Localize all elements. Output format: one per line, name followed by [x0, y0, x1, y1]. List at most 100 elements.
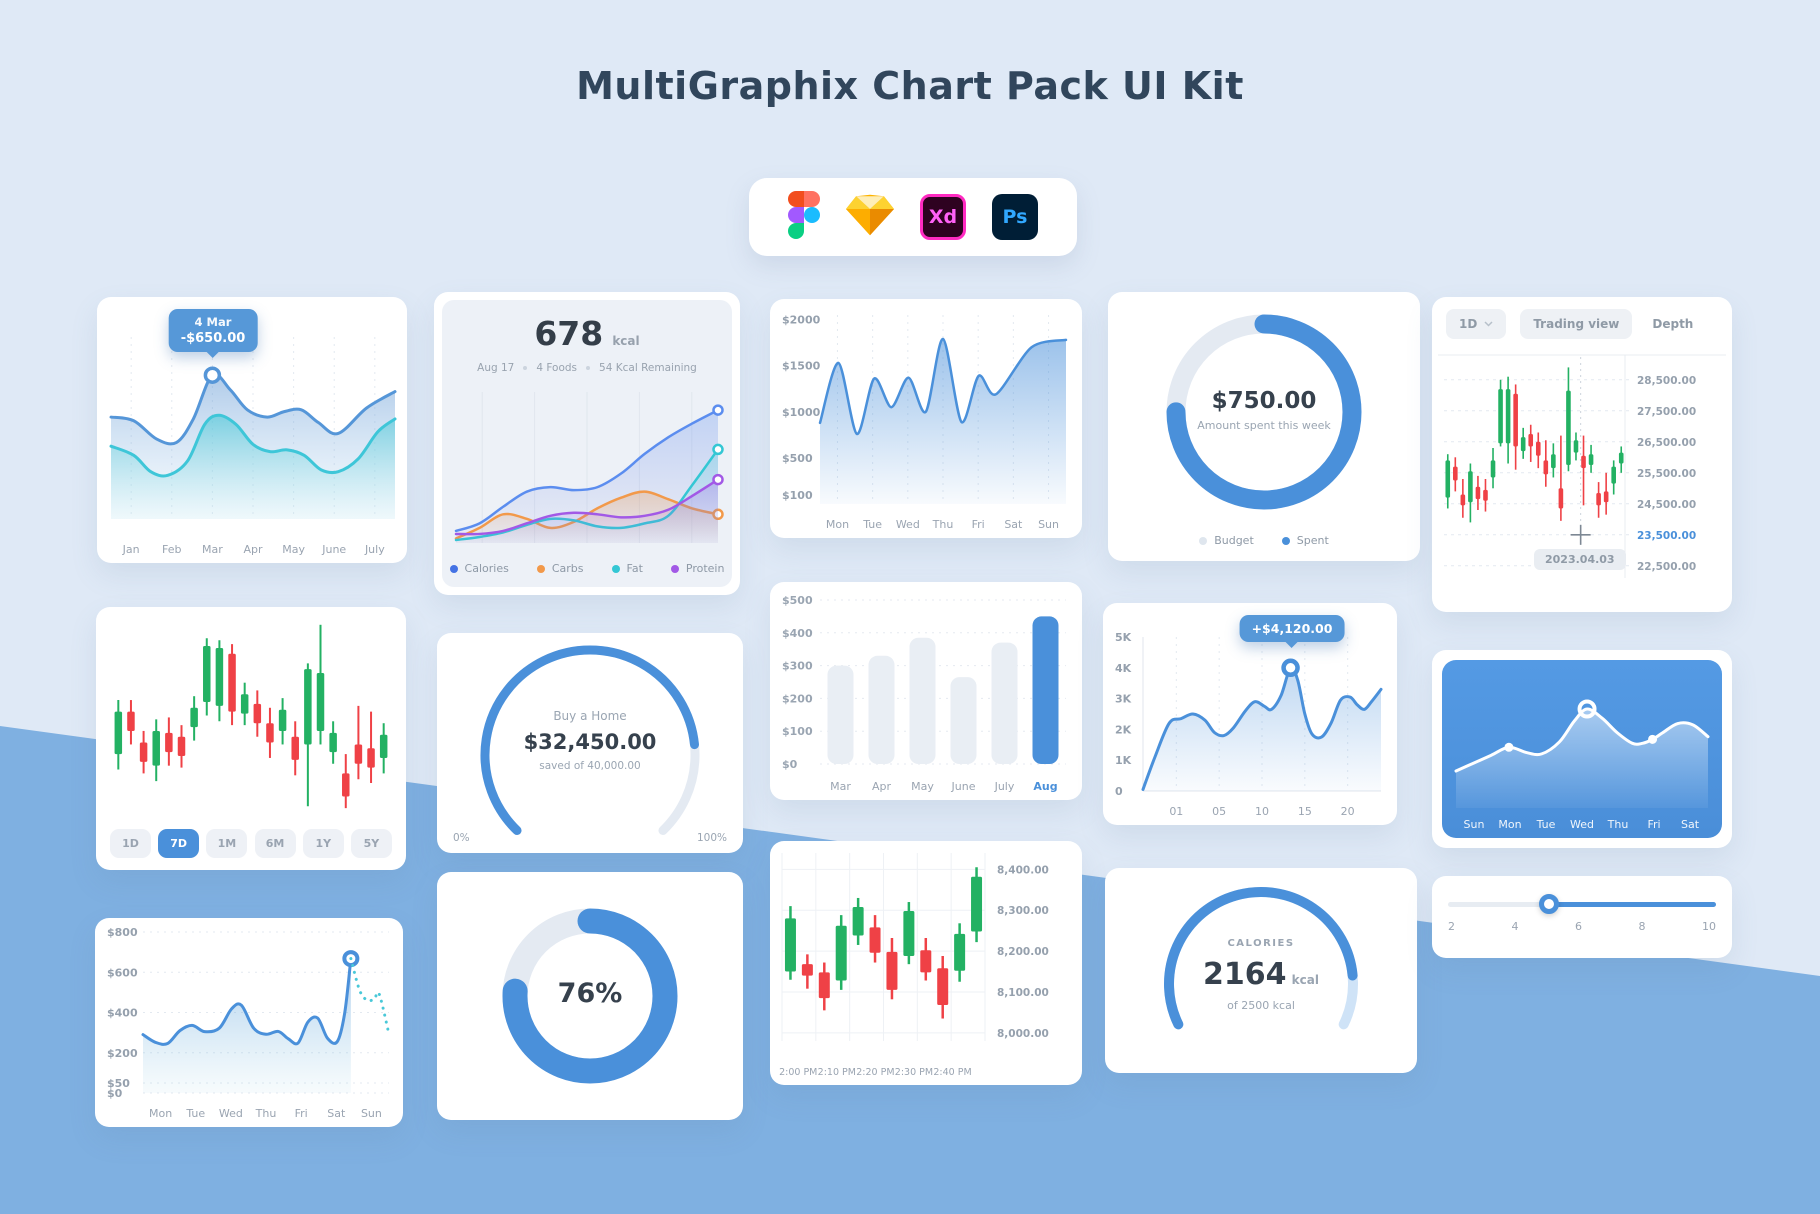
svg-text:15: 15	[1298, 805, 1312, 818]
timeframe-dropdown[interactable]: 1D	[1446, 309, 1507, 339]
sketch-icon	[846, 194, 894, 240]
svg-text:8,400.00: 8,400.00	[997, 864, 1049, 876]
svg-text:Tue: Tue	[1536, 818, 1556, 831]
svg-text:2:30 PM: 2:30 PM	[895, 1067, 933, 1078]
tab-depth[interactable]: Depth	[1646, 316, 1699, 332]
monthly-bar-chart: $500 $400 $300 $200 $100 $0 Mar Apr May June July A…	[770, 582, 1082, 800]
svg-text:$200: $200	[782, 692, 813, 705]
spending-forecast-chart: $800 $600 $400 $200 $50 $0 Mon Tue Wed Thu Fri Sat S…	[95, 918, 403, 1127]
svg-text:Thu: Thu	[1607, 818, 1629, 831]
svg-text:Jan: Jan	[122, 543, 140, 556]
activity-wave-chart: Sun Mon Tue Wed Thu Fri Sat	[1442, 660, 1722, 838]
svg-text:25,500.00: 25,500.00	[1637, 468, 1696, 480]
legend-dot	[449, 564, 458, 573]
gauge-min-label: 0%	[453, 832, 470, 844]
svg-text:Sat: Sat	[327, 1107, 346, 1120]
slider-labels: 2 4 6 8 10	[1448, 920, 1716, 933]
stock-candlestick-chart	[96, 607, 406, 818]
svg-text:$1000: $1000	[782, 406, 821, 419]
svg-text:8,200.00: 8,200.00	[997, 946, 1049, 958]
gauge-max-label: 100%	[696, 832, 727, 844]
svg-text:Apr: Apr	[243, 543, 263, 556]
card-intraday-candles: 8,400.00 8,300.00 8,200.00 8,100.00 8,000.00…	[770, 841, 1082, 1085]
svg-text:4K: 4K	[1115, 662, 1132, 675]
tooltip-date: 4 Mar	[194, 315, 232, 329]
calories-panel: 678 kcal Aug 17 4 Foods 54 Kcal Remainin…	[442, 300, 732, 587]
svg-text:Fri: Fri	[972, 518, 985, 531]
savings-gauge-chart	[437, 633, 743, 853]
tooltip-value: +$4,120.00	[1251, 621, 1333, 636]
svg-text:May: May	[911, 780, 934, 793]
svg-text:$300: $300	[782, 660, 813, 673]
svg-text:Feb: Feb	[162, 543, 181, 556]
svg-text:Sun: Sun	[1038, 518, 1059, 531]
range-7d-button[interactable]: 7D	[158, 829, 200, 858]
legend-dot	[670, 564, 679, 573]
svg-text:Tue: Tue	[185, 1107, 205, 1120]
range-6m-button[interactable]: 6M	[254, 829, 296, 858]
svg-text:Sat: Sat	[1681, 818, 1700, 831]
separator-dot	[523, 366, 528, 370]
slider-handle[interactable]	[1538, 894, 1559, 914]
svg-text:27,500.00: 27,500.00	[1637, 406, 1696, 418]
legend-dot	[536, 564, 545, 573]
svg-text:24,500.00: 24,500.00	[1637, 499, 1696, 511]
svg-text:$1500: $1500	[782, 360, 821, 373]
svg-text:5K: 5K	[1115, 631, 1132, 644]
svg-text:$400: $400	[107, 1007, 138, 1020]
svg-text:$200: $200	[107, 1047, 138, 1060]
range-1y-button[interactable]: 1Y	[302, 829, 344, 858]
calories-gauge-chart	[1105, 868, 1417, 1073]
chart-tooltip: +$4,120.00	[1239, 615, 1345, 648]
tab-trading-view[interactable]: Trading view	[1520, 309, 1633, 339]
progress-donut-chart	[437, 872, 743, 1120]
legend-dot	[1281, 536, 1290, 545]
svg-text:Sun: Sun	[361, 1107, 382, 1120]
range-1m-button[interactable]: 1M	[206, 829, 248, 858]
card-trading-view: 1D Trading view Depth 28,500.00 27,500.00…	[1432, 297, 1732, 612]
calories-legend: Calories Carbs Fat Protein	[442, 562, 732, 575]
svg-text:0: 0	[1115, 785, 1123, 798]
meta-date: Aug 17	[477, 362, 515, 374]
range-1d-button[interactable]: 1D	[110, 829, 151, 858]
card-profit-line: 5K 4K 3K 2K 1K 0 01 05 10 15 20 +$4,120.00	[1103, 603, 1397, 825]
budget-legend: Budget Spent	[1108, 534, 1420, 547]
card-range-slider: 2 4 6 8 10	[1432, 876, 1732, 958]
svg-text:01: 01	[1169, 805, 1183, 818]
intraday-candlestick-chart: 8,400.00 8,300.00 8,200.00 8,100.00 8,000.00…	[770, 841, 1082, 1085]
svg-text:28,500.00: 28,500.00	[1637, 375, 1696, 387]
card-budget-donut: $750.00 Amount spent this week Budget Sp…	[1108, 292, 1420, 561]
svg-text:Wed: Wed	[219, 1107, 243, 1120]
svg-text:Tue: Tue	[862, 518, 882, 531]
svg-text:2:10 PM: 2:10 PM	[818, 1067, 856, 1078]
profit-line-chart: 5K 4K 3K 2K 1K 0 01 05 10 15 20	[1103, 603, 1397, 825]
svg-text:Mar: Mar	[830, 780, 851, 793]
card-weekly-activity: Sun Mon Tue Wed Thu Fri Sat	[1432, 650, 1732, 848]
svg-text:20: 20	[1341, 805, 1355, 818]
svg-text:Mar: Mar	[202, 543, 223, 556]
svg-text:May: May	[282, 543, 305, 556]
card-calories-chart: 678 kcal Aug 17 4 Foods 54 Kcal Remainin…	[434, 292, 740, 595]
trading-candlestick-chart: 28,500.00 27,500.00 26,500.00 25,500.00 24,5…	[1432, 343, 1732, 600]
adobe-xd-icon: Xd	[920, 194, 966, 240]
weekly-revenue-chart: $2000 $1500 $1000 $500 $100 Mon Tue Wed Thu Fri Sa…	[770, 299, 1082, 538]
svg-text:July: July	[994, 780, 1015, 793]
chevron-down-icon	[1484, 321, 1493, 327]
date-chip: 2023.04.03	[1534, 549, 1626, 570]
svg-text:$800: $800	[107, 926, 138, 939]
card-stock-candles: 1D 7D 1M 6M 1Y 5Y	[96, 607, 406, 870]
svg-text:$600: $600	[107, 966, 138, 979]
design-tools-bar: Xd Ps	[749, 178, 1077, 256]
svg-text:$500: $500	[782, 594, 813, 607]
card-weekly-revenue-chart: $2000 $1500 $1000 $500 $100 Mon Tue Wed Thu Fri Sa…	[770, 299, 1082, 538]
calories-meta: Aug 17 4 Foods 54 Kcal Remaining	[442, 362, 732, 374]
separator-dot	[586, 366, 591, 370]
legend-item: Protein	[670, 562, 724, 575]
svg-text:$50: $50	[107, 1077, 130, 1090]
svg-text:$400: $400	[782, 627, 813, 640]
range-5y-button[interactable]: 5Y	[350, 829, 392, 858]
svg-text:Mon: Mon	[1498, 818, 1521, 831]
svg-text:8,100.00: 8,100.00	[997, 987, 1049, 999]
svg-text:10: 10	[1255, 805, 1269, 818]
